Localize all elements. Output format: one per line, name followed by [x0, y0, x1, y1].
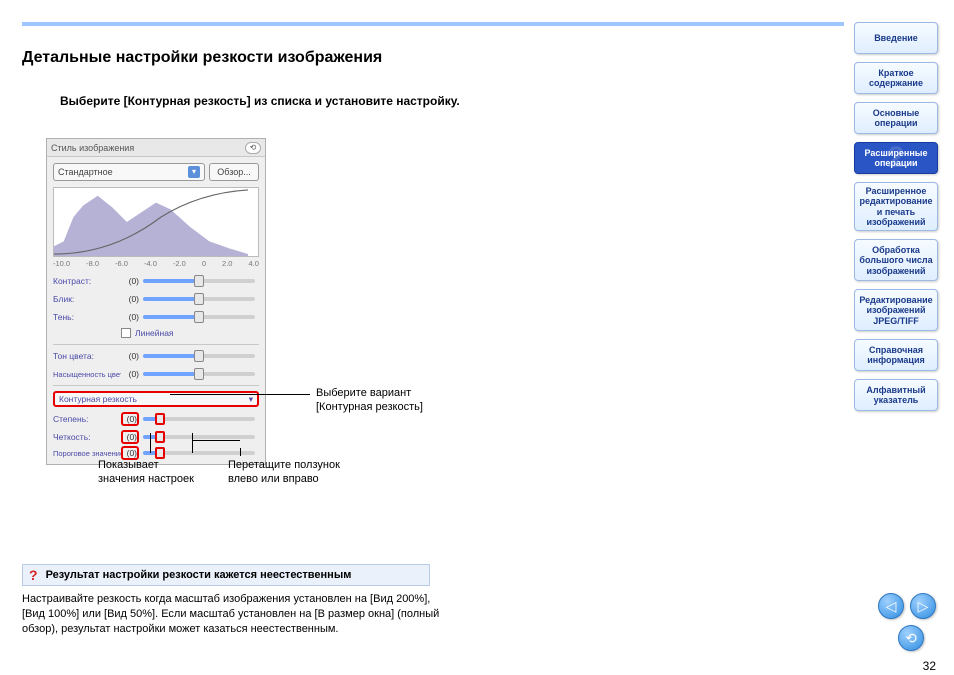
leader-line [192, 433, 193, 453]
contrast-slider[interactable] [143, 279, 255, 283]
shadow-slider[interactable] [143, 315, 255, 319]
tick: -2.0 [173, 259, 186, 268]
tick: -8.0 [86, 259, 99, 268]
highlight-label: Блик: [53, 294, 121, 304]
tick: 4.0 [248, 259, 258, 268]
fineness-slider[interactable] [143, 435, 255, 439]
return-button[interactable]: ⟲ [898, 625, 924, 651]
highlight-row: Блик: (0) [47, 290, 265, 308]
header-rule [22, 22, 844, 26]
style-panel: Стиль изображения ⟲ Стандартное ▾ Обзор.… [46, 138, 266, 465]
browse-button[interactable]: Обзор... [209, 163, 259, 181]
faq-box: ? Результат настройки резкости кажется н… [22, 564, 430, 586]
callout-select: Выберите вариант [Контурная резкость] [316, 386, 423, 415]
saturation-row: Насыщенность цвета: (0) [47, 365, 265, 383]
saturation-slider[interactable] [143, 372, 255, 376]
nav-basic[interactable]: Основные операции [854, 102, 938, 134]
panel-header-label: Стиль изображения [51, 143, 134, 153]
shadow-value: (0) [121, 312, 139, 322]
tick: -10.0 [53, 259, 70, 268]
tone-label: Тон цвета: [53, 351, 121, 361]
contrast-value: (0) [121, 276, 139, 286]
preset-select[interactable]: Стандартное ▾ [53, 163, 205, 181]
prev-page-button[interactable]: ◁ [878, 593, 904, 619]
tone-row: Тон цвета: (0) [47, 347, 265, 365]
pager: ◁ ▷ [878, 593, 936, 619]
tick: 2.0 [222, 259, 232, 268]
panel-header: Стиль изображения ⟲ [47, 139, 265, 157]
strength-row: Степень: (0) [47, 410, 265, 428]
callout-drag: Перетащите ползунок влево или вправо [228, 458, 340, 487]
faq-title: Результат настройки резкости кажется нее… [46, 569, 352, 581]
page-title: Детальные настройки резкости изображения [22, 48, 382, 68]
leader-line [150, 433, 151, 453]
page-number: 32 [923, 659, 936, 673]
tick: -4.0 [144, 259, 157, 268]
leader-line [170, 394, 310, 395]
contrast-row: Контраст: (0) [47, 272, 265, 290]
linear-checkbox[interactable] [121, 328, 131, 338]
strength-slider[interactable] [143, 417, 255, 421]
highlight-value: (0) [121, 294, 139, 304]
faq-body: Настраивайте резкость когда масштаб изоб… [22, 592, 442, 637]
saturation-value: (0) [121, 369, 139, 379]
threshold-label: Пороговое значение: [53, 449, 121, 458]
axis-ticks: -10.0 -8.0 -6.0 -4.0 -2.0 0 2.0 4.0 [47, 259, 265, 272]
linear-row[interactable]: Линейная [47, 326, 265, 342]
fineness-label: Четкость: [53, 432, 121, 442]
tone-slider[interactable] [143, 354, 255, 358]
next-page-button[interactable]: ▷ [910, 593, 936, 619]
highlight-slider[interactable] [143, 297, 255, 301]
saturation-label: Насыщенность цвета: [53, 370, 121, 379]
linear-label: Линейная [135, 328, 174, 338]
nav-index[interactable]: Алфавитный указатель [854, 379, 938, 411]
nav-adv-edit-print[interactable]: Расширенное редактирование и печать изоб… [854, 182, 938, 231]
chevron-down-icon: ▾ [188, 166, 200, 178]
fineness-row: Четкость: (0) [47, 428, 265, 446]
nav-reference[interactable]: Справочная информация [854, 339, 938, 371]
preset-value: Стандартное [58, 167, 113, 177]
page-subtitle: Выберите [Контурная резкость] из списка … [60, 93, 460, 109]
strength-label: Степень: [53, 414, 121, 424]
nav-contents[interactable]: Краткое содержание [854, 62, 938, 94]
strength-value: (0) [121, 412, 139, 426]
leader-line [192, 440, 240, 441]
panel-back-icon[interactable]: ⟲ [245, 142, 261, 154]
nav-batch[interactable]: Обработка большого числа изображений [854, 239, 938, 281]
chevron-down-icon: ▾ [249, 394, 253, 405]
histogram [53, 187, 259, 257]
threshold-slider[interactable] [143, 451, 255, 455]
question-icon: ? [29, 567, 38, 583]
shadow-label: Тень: [53, 312, 121, 322]
tick: 0 [202, 259, 206, 268]
tone-value: (0) [121, 351, 139, 361]
leader-line [240, 448, 241, 456]
contrast-label: Контраст: [53, 276, 121, 286]
tick: -6.0 [115, 259, 128, 268]
side-nav: Введение Краткое содержание Основные опе… [854, 22, 938, 411]
sharpness-dropdown-label: Контурная резкость [59, 394, 137, 404]
shadow-row: Тень: (0) [47, 308, 265, 326]
nav-intro[interactable]: Введение [854, 22, 938, 54]
nav-jpeg-tiff[interactable]: Редактирование изображений JPEG/TIFF [854, 289, 938, 331]
fineness-value: (0) [121, 430, 139, 444]
callout-values: Показывает значения настроек [98, 458, 194, 487]
nav-advanced[interactable]: Расширенные операции [854, 142, 938, 174]
